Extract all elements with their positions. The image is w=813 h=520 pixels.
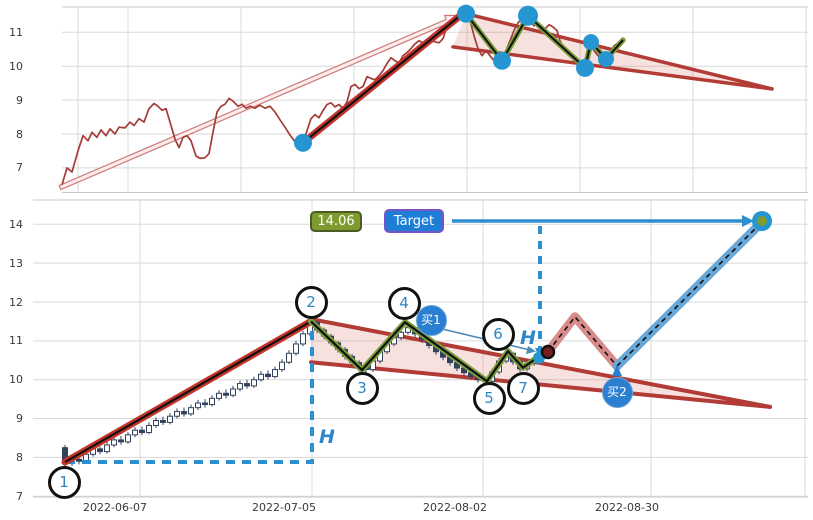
y-axis-tick-top: 7 (16, 161, 23, 175)
swing-number-circle-1: 1 (47, 465, 81, 499)
candle-body-up (300, 333, 306, 345)
candle-body-up (174, 411, 180, 417)
y-axis-tick-bottom: 9 (16, 412, 23, 426)
swing-number-circle-2: 2 (294, 285, 328, 319)
candle-body-up (111, 439, 117, 446)
impulse-pole-core-bottom (64, 320, 312, 464)
candle-body-up (153, 419, 159, 427)
candle-body-up (398, 331, 404, 339)
target-label-box: Target (384, 209, 444, 233)
candle-body-up (125, 434, 131, 443)
candle-body-up (104, 444, 110, 453)
swing-number-circle-4: 4 (387, 286, 421, 320)
swing-dot (518, 5, 538, 26)
swing-dot (583, 34, 599, 51)
buy-marker-1: 买1 (415, 304, 447, 336)
candle-body-down (118, 439, 124, 443)
measured-move-value-box: 14.06 (310, 210, 362, 232)
candle-body-up (293, 343, 299, 354)
candle-body-up (279, 361, 285, 371)
x-axis-date-label: 2022-06-07 (83, 501, 147, 514)
candle-body-up (188, 407, 194, 415)
y-axis-tick-bottom: 11 (9, 334, 23, 348)
candle-body-up (209, 397, 215, 406)
x-axis-date-label: 2022-07-05 (252, 501, 316, 514)
measure-dashed-line-1 (66, 322, 314, 464)
candle-body-up (230, 388, 236, 396)
candle-body-up (132, 429, 138, 436)
swing-dot (493, 51, 511, 70)
candle-body-down (160, 419, 166, 423)
candle-body-up (195, 402, 201, 409)
target-dot-inner (757, 216, 767, 226)
height-label-H: H (319, 426, 335, 448)
entry-dot-dark (540, 344, 556, 360)
x-axis-date-label: 2022-08-02 (423, 501, 487, 514)
candle-body-up (237, 383, 243, 390)
impulse-pole-core-top (302, 11, 465, 144)
y-axis-tick-top: 10 (9, 59, 23, 73)
candle-body-down (202, 402, 208, 406)
candle-body-up (286, 352, 292, 363)
swing-dot (457, 4, 475, 23)
y-axis-tick-bottom: 7 (16, 489, 23, 503)
candle-body-down (244, 383, 250, 387)
y-axis-tick-top: 11 (9, 25, 23, 39)
y-axis-tick-bottom: 13 (9, 256, 23, 270)
candle-body-up (216, 392, 222, 399)
projection-band-red (543, 312, 622, 371)
y-axis-tick-bottom: 10 (9, 373, 23, 387)
swing-number-circle-3: 3 (345, 371, 379, 405)
y-axis-tick-top: 8 (16, 127, 23, 141)
candle-body-down (139, 429, 145, 434)
candle-body-down (97, 448, 103, 453)
buy2-pointer (612, 365, 622, 376)
candle-body-up (251, 379, 257, 387)
candle-body-up (272, 369, 278, 378)
height-label-H: H (520, 327, 536, 349)
candle-body-up (167, 415, 173, 423)
x-axis-date-label: 2022-08-30 (595, 501, 659, 514)
swing-number-circle-5: 5 (472, 381, 506, 415)
swing-dot (294, 133, 312, 152)
buy-marker-2: 买2 (601, 376, 633, 408)
candle-body-down (181, 411, 187, 415)
swing-dot (598, 51, 614, 68)
swing-number-circle-7: 7 (506, 371, 540, 405)
y-axis-tick-top: 9 (16, 93, 23, 107)
zigzag-core-bottom (310, 320, 542, 383)
candle-body-down (265, 373, 271, 378)
buy1-entry-arrowhead (526, 346, 536, 354)
candle-body-down (76, 458, 82, 462)
y-axis-tick-bottom: 8 (16, 450, 23, 464)
target-level-arrowhead (742, 215, 754, 227)
candle-body-up (258, 373, 264, 381)
swing-dot (576, 58, 594, 77)
y-axis-tick-bottom: 14 (9, 217, 23, 231)
candle-body-down (223, 392, 229, 396)
y-axis-tick-bottom: 12 (9, 295, 23, 309)
projection-core-blue (616, 221, 763, 367)
swing-number-circle-6: 6 (481, 317, 515, 351)
candle-body-up (146, 425, 152, 434)
pennant-lower-bottom (309, 360, 772, 409)
